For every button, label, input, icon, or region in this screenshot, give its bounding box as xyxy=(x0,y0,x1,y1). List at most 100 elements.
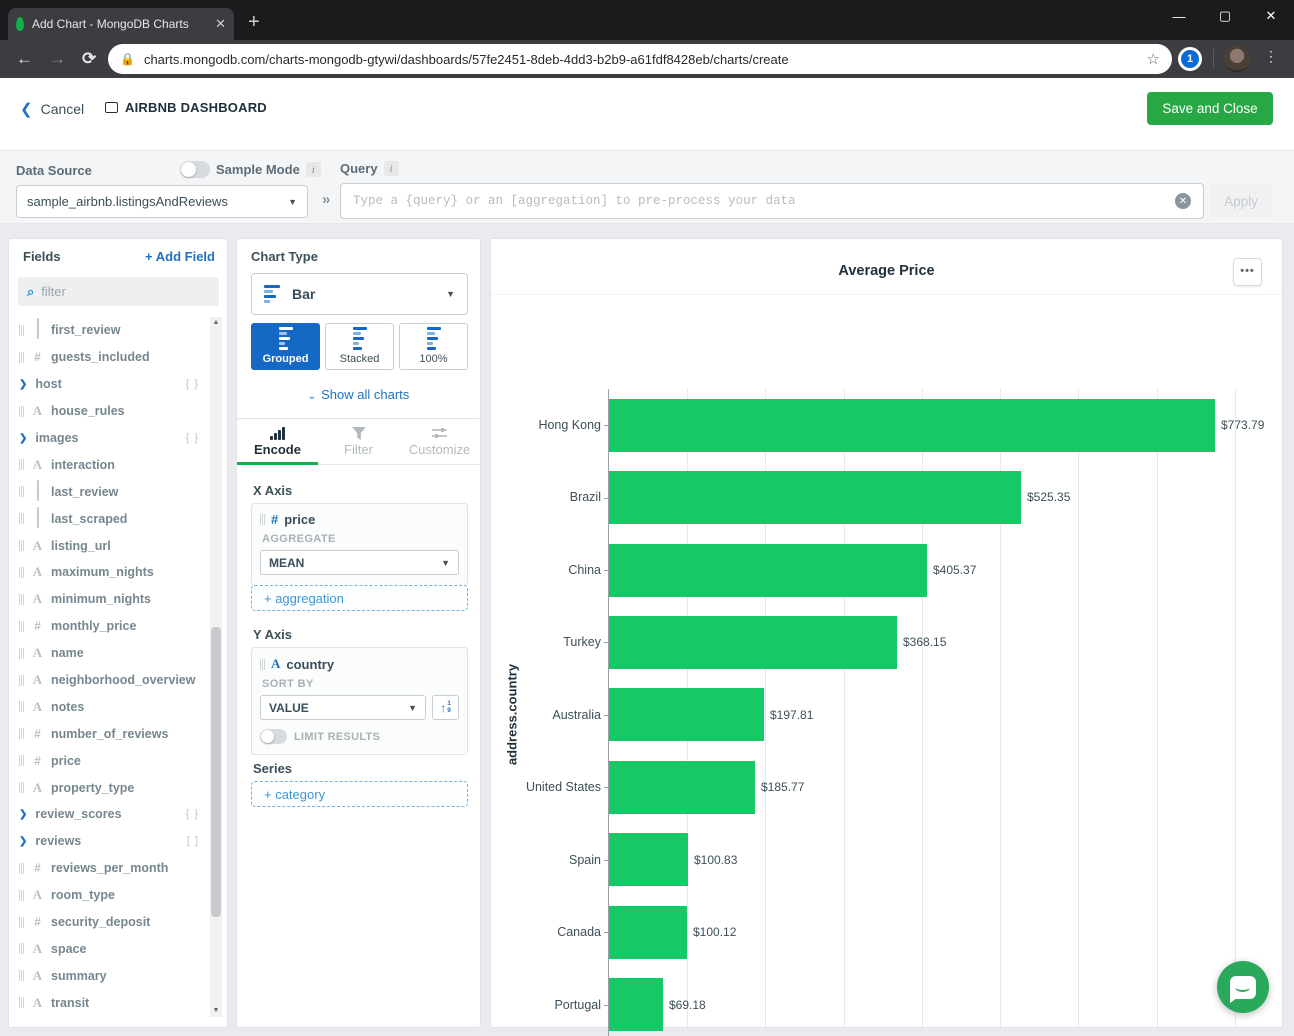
bar[interactable] xyxy=(609,399,1215,452)
drag-handle-icon[interactable] xyxy=(19,863,24,874)
intercom-chat-button[interactable] xyxy=(1217,961,1269,1013)
drag-handle-icon[interactable] xyxy=(19,459,24,470)
field-item-name[interactable]: Aname xyxy=(13,640,207,667)
tab-customize[interactable]: Customize xyxy=(399,419,480,464)
datasource-select[interactable]: sample_airbnb.listingsAndReviews ▼ xyxy=(16,185,308,218)
field-item-first_review[interactable]: first_review xyxy=(13,317,207,344)
sort-by-select[interactable]: VALUE ▼ xyxy=(260,695,426,720)
url-text[interactable]: charts.mongodb.com/charts-mongodb-gtywi/… xyxy=(144,52,1138,67)
field-item-last_review[interactable]: last_review xyxy=(13,478,207,505)
cancel-button[interactable]: ❮ Cancel xyxy=(20,100,84,118)
field-item-interaction[interactable]: Ainteraction xyxy=(13,451,207,478)
apply-button[interactable]: Apply xyxy=(1210,183,1272,219)
bar[interactable] xyxy=(609,978,663,1031)
field-item-transit[interactable]: Atransit xyxy=(13,989,207,1016)
chart-menu-button[interactable]: ••• xyxy=(1233,258,1262,286)
drag-handle-icon[interactable] xyxy=(19,890,24,901)
add-aggregation-button[interactable]: + aggregation xyxy=(251,585,468,611)
new-tab-icon[interactable]: + xyxy=(248,12,260,32)
field-item-house_rules[interactable]: Ahouse_rules xyxy=(13,398,207,425)
field-item-last_scraped[interactable]: last_scraped xyxy=(13,505,207,532)
bar[interactable] xyxy=(609,471,1021,524)
query-info-icon[interactable]: i xyxy=(384,161,399,176)
field-filter-input[interactable]: ⌕ filter xyxy=(18,277,219,306)
bar[interactable] xyxy=(609,833,688,886)
drag-handle-icon[interactable] xyxy=(19,943,24,954)
subtype-grouped-button[interactable]: Grouped xyxy=(251,323,320,370)
url-bar[interactable]: 🔒 charts.mongodb.com/charts-mongodb-gtyw… xyxy=(108,44,1172,74)
limit-results-toggle[interactable] xyxy=(260,729,287,744)
sample-mode-toggle[interactable] xyxy=(180,161,210,178)
fields-scrollbar[interactable]: ▲ ▼ xyxy=(210,317,222,1017)
field-item-neighborhood_overview[interactable]: Aneighborhood_overview xyxy=(13,667,207,694)
drag-handle-icon[interactable] xyxy=(19,782,24,793)
reload-icon[interactable]: ⟳ xyxy=(82,49,96,69)
drag-handle-icon[interactable] xyxy=(260,659,265,670)
scroll-up-icon[interactable]: ▲ xyxy=(210,317,222,329)
field-item-price[interactable]: #price xyxy=(13,747,207,774)
field-item-guests_included[interactable]: #guests_included xyxy=(13,344,207,371)
bookmark-star-icon[interactable]: ☆ xyxy=(1147,50,1160,68)
minimize-icon[interactable]: — xyxy=(1156,0,1202,32)
sort-direction-button[interactable]: ↑ 19 xyxy=(432,695,459,720)
drag-handle-icon[interactable] xyxy=(19,917,24,928)
chevron-right-icon[interactable]: ❯ xyxy=(19,379,27,390)
field-item-monthly_price[interactable]: #monthly_price xyxy=(13,613,207,640)
field-item-reviews[interactable]: ❯reviews[ ] xyxy=(13,828,207,855)
maximize-icon[interactable]: ▢ xyxy=(1202,0,1248,32)
field-item-reviews_per_month[interactable]: #reviews_per_month xyxy=(13,855,207,882)
save-and-close-button[interactable]: Save and Close xyxy=(1147,92,1273,125)
subtype-stacked-button[interactable]: Stacked xyxy=(325,323,394,370)
field-item-review_scores[interactable]: ❯review_scores{ } xyxy=(13,801,207,828)
add-field-button[interactable]: + Add Field xyxy=(145,249,215,264)
field-item-maximum_nights[interactable]: Amaximum_nights xyxy=(13,559,207,586)
field-item-number_of_reviews[interactable]: #number_of_reviews xyxy=(13,720,207,747)
drag-handle-icon[interactable] xyxy=(19,997,24,1008)
field-item-host[interactable]: ❯host{ } xyxy=(13,371,207,398)
drag-handle-icon[interactable] xyxy=(19,755,24,766)
field-item-notes[interactable]: Anotes xyxy=(13,693,207,720)
profile-avatar[interactable] xyxy=(1224,46,1250,72)
tab-filter[interactable]: Filter xyxy=(318,419,399,464)
window-close-icon[interactable]: ✕ xyxy=(1248,0,1294,32)
chevron-right-icon[interactable]: ❯ xyxy=(19,836,27,847)
breadcrumb[interactable]: AIRBNB DASHBOARD xyxy=(105,100,267,115)
drag-handle-icon[interactable] xyxy=(19,648,24,659)
subtype-100pct-button[interactable]: 100% xyxy=(399,323,468,370)
browser-tab[interactable]: Add Chart - MongoDB Charts ✕ xyxy=(8,8,234,40)
chevron-right-icon[interactable]: ❯ xyxy=(19,809,27,820)
field-item-property_type[interactable]: Aproperty_type xyxy=(13,774,207,801)
bar[interactable] xyxy=(609,544,927,597)
field-item-security_deposit[interactable]: #security_deposit xyxy=(13,909,207,936)
scroll-down-icon[interactable]: ▼ xyxy=(210,1005,222,1017)
drag-handle-icon[interactable] xyxy=(19,970,24,981)
drag-handle-icon[interactable] xyxy=(19,701,24,712)
drag-handle-icon[interactable] xyxy=(19,406,24,417)
field-item-images[interactable]: ❯images{ } xyxy=(13,425,207,452)
chevron-right-icon[interactable]: ❯ xyxy=(19,433,27,444)
bar[interactable] xyxy=(609,906,687,959)
bar[interactable] xyxy=(609,761,755,814)
aggregate-select[interactable]: MEAN ▼ xyxy=(260,550,459,575)
tab-close-icon[interactable]: ✕ xyxy=(215,16,226,32)
onepassword-extension-icon[interactable]: 1 xyxy=(1178,47,1202,71)
field-item-listing_url[interactable]: Alisting_url xyxy=(13,532,207,559)
chart-type-select[interactable]: Bar ▼ xyxy=(251,273,468,315)
bar[interactable] xyxy=(609,688,764,741)
scrollbar-thumb[interactable] xyxy=(211,627,221,917)
drag-handle-icon[interactable] xyxy=(260,514,265,525)
sample-mode-info-icon[interactable]: i xyxy=(306,162,321,177)
drag-handle-icon[interactable] xyxy=(19,486,24,497)
tab-encode[interactable]: Encode xyxy=(237,419,318,464)
drag-handle-icon[interactable] xyxy=(19,621,24,632)
drag-handle-icon[interactable] xyxy=(19,594,24,605)
drag-handle-icon[interactable] xyxy=(19,567,24,578)
query-input[interactable]: Type a {query} or an [aggregation] to pr… xyxy=(340,183,1204,219)
bar[interactable] xyxy=(609,616,897,669)
drag-handle-icon[interactable] xyxy=(19,352,24,363)
forward-icon[interactable]: → xyxy=(49,49,66,69)
drag-handle-icon[interactable] xyxy=(19,325,24,336)
field-item-summary[interactable]: Asummary xyxy=(13,962,207,989)
field-item-minimum_nights[interactable]: Aminimum_nights xyxy=(13,586,207,613)
drag-handle-icon[interactable] xyxy=(19,675,24,686)
